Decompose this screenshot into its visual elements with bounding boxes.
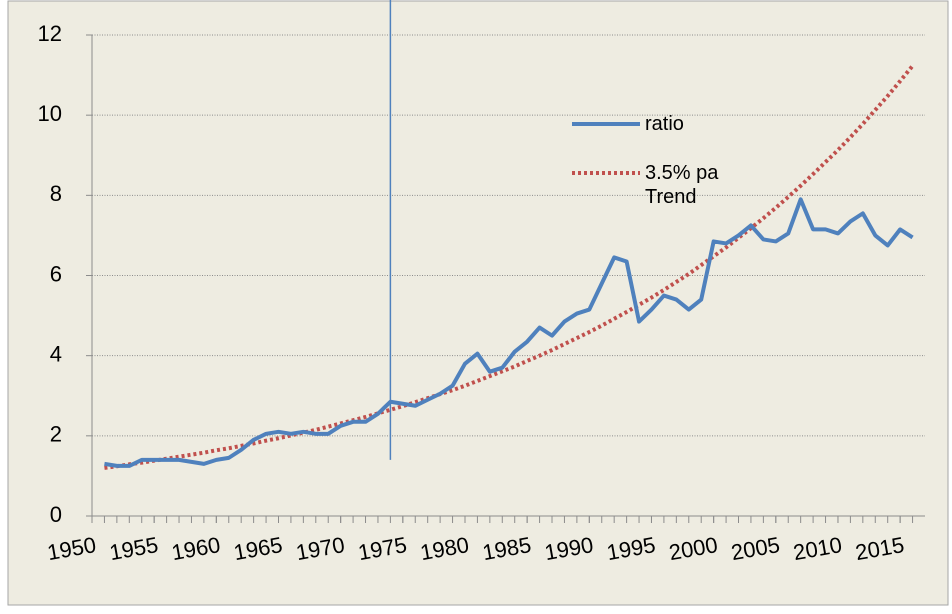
y-tick-label: 12	[38, 21, 62, 46]
y-tick-label: 8	[50, 181, 62, 206]
y-tick-label: 2	[50, 422, 62, 447]
legend-label: ratio	[645, 113, 684, 135]
y-tick-label: 0	[50, 502, 62, 527]
y-tick-label: 6	[50, 261, 62, 286]
legend-label: 3.5% pa Trend	[645, 162, 719, 208]
y-tick-label: 4	[50, 341, 62, 366]
y-tick-label: 10	[38, 101, 62, 126]
series-line	[104, 197, 914, 468]
chart-background	[7, 0, 949, 606]
series-line	[104, 64, 915, 470]
